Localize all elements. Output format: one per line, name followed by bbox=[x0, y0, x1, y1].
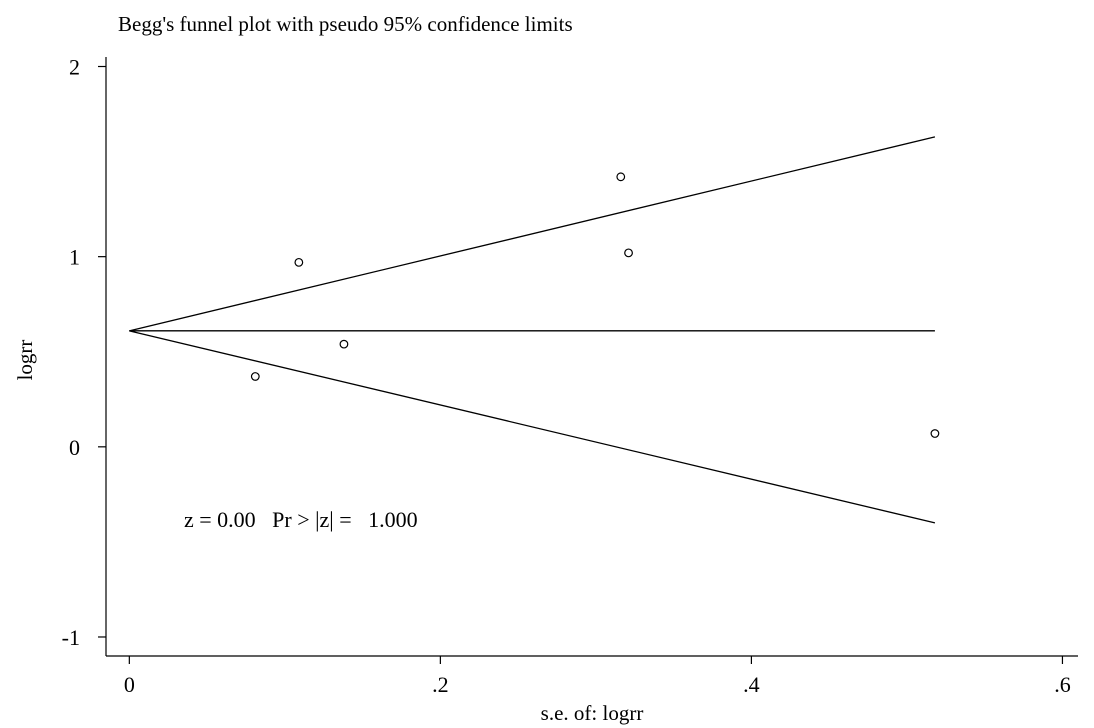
x-tick-label: 0 bbox=[124, 672, 135, 697]
x-axis-ticks: 0 .2 .4 .6 bbox=[124, 656, 1071, 697]
data-point bbox=[624, 248, 633, 258]
lower-confidence-limit-line bbox=[129, 330, 936, 524]
y-tick-label: 1 bbox=[69, 245, 80, 270]
x-axis-label: s.e. of: logrr bbox=[541, 701, 644, 725]
data-points bbox=[250, 172, 940, 438]
data-point bbox=[339, 339, 349, 349]
x-tick-label: .6 bbox=[1054, 672, 1071, 697]
upper-confidence-limit-line bbox=[129, 136, 936, 332]
funnel-lines bbox=[129, 136, 936, 524]
x-tick-label: .2 bbox=[432, 672, 449, 697]
y-tick-label: 0 bbox=[69, 435, 80, 460]
y-tick-label: 2 bbox=[69, 55, 80, 80]
chart-title: Begg's funnel plot with pseudo 95% confi… bbox=[118, 12, 573, 36]
data-point bbox=[930, 429, 940, 438]
y-axis-label: logrr bbox=[13, 340, 37, 381]
data-point bbox=[616, 172, 626, 182]
x-tick-label: .4 bbox=[743, 672, 760, 697]
test-statistic-annotation: z = 0.00 Pr > |z| = 1.000 bbox=[184, 507, 418, 532]
data-point bbox=[294, 257, 304, 267]
data-point bbox=[250, 372, 260, 381]
y-axis-ticks: -1 0 1 2 bbox=[62, 55, 106, 650]
y-tick-label: -1 bbox=[62, 625, 80, 650]
